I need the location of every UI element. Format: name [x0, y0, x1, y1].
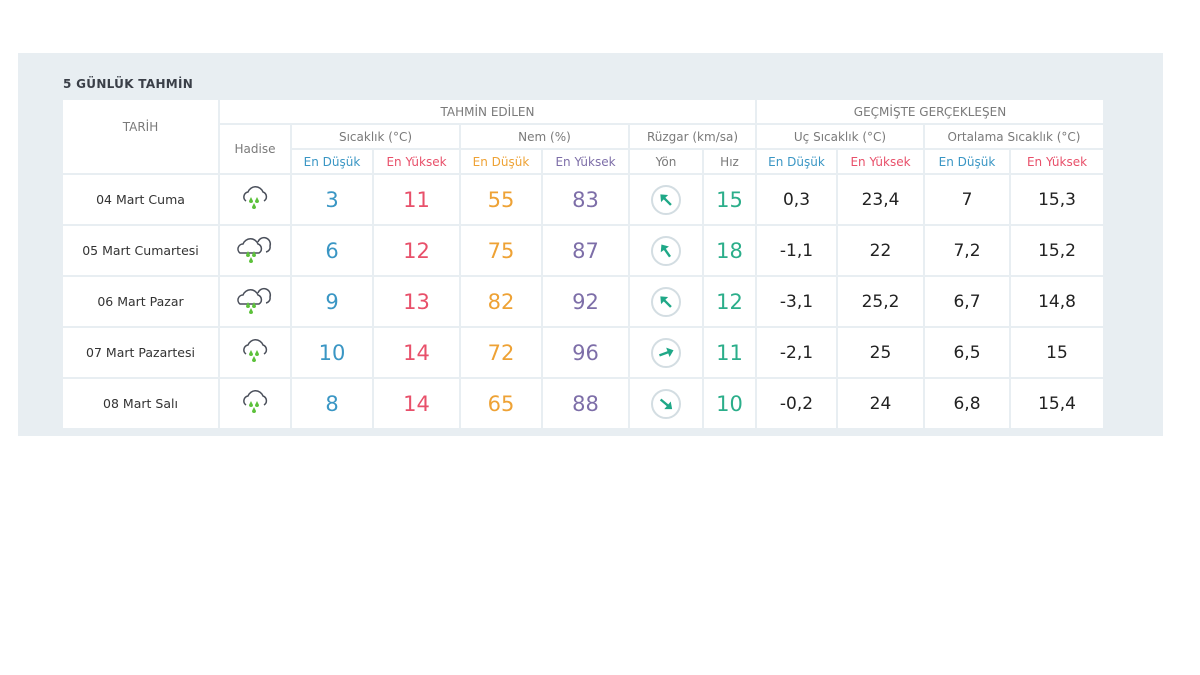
ext-low-cell: 0,3	[757, 175, 836, 224]
temp-low-cell: 10	[292, 328, 372, 377]
ext-high-cell: 23,4	[838, 175, 923, 224]
header-temp-high: En Yüksek	[374, 150, 459, 173]
avg-high-cell: 15,3	[1011, 175, 1103, 224]
ext-high-cell: 25	[838, 328, 923, 377]
wind-speed-cell: 10	[704, 379, 755, 428]
ext-low-cell: -3,1	[757, 277, 836, 326]
wind-direction-icon	[651, 235, 681, 266]
ext-low-cell: -2,1	[757, 328, 836, 377]
weather-cell	[220, 175, 290, 224]
header-hum-low: En Düşük	[461, 150, 541, 173]
header-sicaklik: Sıcaklık (°C)	[292, 125, 459, 148]
temp-high-cell: 14	[374, 379, 459, 428]
wind-dir-cell	[630, 277, 702, 326]
panel-title: 5 GÜNLÜK TAHMİN	[63, 77, 194, 91]
temp-high-cell: 11	[374, 175, 459, 224]
wind-dir-cell	[630, 328, 702, 377]
temp-low-cell: 3	[292, 175, 372, 224]
header-yon: Yön	[630, 150, 702, 173]
wind-direction-icon	[651, 184, 681, 215]
wind-direction-icon	[651, 286, 681, 317]
date-cell: 04 Mart Cuma	[63, 175, 218, 224]
header-ext-high: En Yüksek	[838, 150, 923, 173]
date-cell: 08 Mart Salı	[63, 379, 218, 428]
header-hadise: Hadise	[220, 125, 290, 173]
ext-high-cell: 22	[838, 226, 923, 275]
temp-high-cell: 12	[374, 226, 459, 275]
ext-low-cell: -1,1	[757, 226, 836, 275]
temp-low-cell: 9	[292, 277, 372, 326]
wind-dir-cell	[630, 226, 702, 275]
hum-low-cell: 82	[461, 277, 541, 326]
weather-cell	[220, 226, 290, 275]
header-temp-low: En Düşük	[292, 150, 372, 173]
weather-cell	[220, 328, 290, 377]
hum-low-cell: 72	[461, 328, 541, 377]
avg-low-cell: 6,7	[925, 277, 1009, 326]
forecast-panel: 5 GÜNLÜK TAHMİN TARİH TAHMİN EDİLEN GEÇM…	[18, 53, 1163, 436]
hum-high-cell: 87	[543, 226, 628, 275]
avg-high-cell: 15	[1011, 328, 1103, 377]
hum-high-cell: 92	[543, 277, 628, 326]
hum-high-cell: 88	[543, 379, 628, 428]
header-uc: Uç Sıcaklık (°C)	[757, 125, 923, 148]
table-row: 07 Mart Pazartesi 10 14 72 96 11 -2,1 25…	[63, 328, 1103, 377]
wind-dir-cell	[630, 175, 702, 224]
avg-low-cell: 6,8	[925, 379, 1009, 428]
header-hiz: Hız	[704, 150, 755, 173]
temp-high-cell: 14	[374, 328, 459, 377]
header-nem: Nem (%)	[461, 125, 628, 148]
avg-high-cell: 14,8	[1011, 277, 1103, 326]
date-cell: 05 Mart Cumartesi	[63, 226, 218, 275]
double-cloud-rain-icon	[234, 287, 276, 319]
wind-direction-icon	[651, 388, 681, 419]
rain-cloud-icon	[238, 390, 272, 420]
header-tarih: TARİH	[63, 100, 218, 173]
temp-low-cell: 6	[292, 226, 372, 275]
header-ext-low: En Düşük	[757, 150, 836, 173]
header-avg-low: En Düşük	[925, 150, 1009, 173]
ext-high-cell: 24	[838, 379, 923, 428]
ext-low-cell: -0,2	[757, 379, 836, 428]
weather-cell	[220, 379, 290, 428]
wind-direction-icon	[651, 337, 681, 368]
wind-speed-cell: 18	[704, 226, 755, 275]
date-cell: 07 Mart Pazartesi	[63, 328, 218, 377]
hum-high-cell: 83	[543, 175, 628, 224]
header-hum-high: En Yüksek	[543, 150, 628, 173]
avg-high-cell: 15,4	[1011, 379, 1103, 428]
header-avg-high: En Yüksek	[1011, 150, 1103, 173]
temp-high-cell: 13	[374, 277, 459, 326]
wind-dir-cell	[630, 379, 702, 428]
avg-low-cell: 6,5	[925, 328, 1009, 377]
header-ruzgar: Rüzgar (km/sa)	[630, 125, 755, 148]
wind-speed-cell: 15	[704, 175, 755, 224]
table-row: 08 Mart Salı 8 14 65 88 10 -0,2 24 6,8 1…	[63, 379, 1103, 428]
hum-low-cell: 55	[461, 175, 541, 224]
temp-low-cell: 8	[292, 379, 372, 428]
wind-speed-cell: 11	[704, 328, 755, 377]
header-ortalama: Ortalama Sıcaklık (°C)	[925, 125, 1103, 148]
table-row: 05 Mart Cumartesi 6 12 75 87 18 -1,1 22 …	[63, 226, 1103, 275]
avg-low-cell: 7	[925, 175, 1009, 224]
avg-high-cell: 15,2	[1011, 226, 1103, 275]
header-gecmis: GEÇMİŞTE GERÇEKLEŞEN	[757, 100, 1103, 123]
table-row: 04 Mart Cuma 3 11 55 83 15 0,3 23,4 7 15…	[63, 175, 1103, 224]
rain-cloud-icon	[238, 186, 272, 216]
date-cell: 06 Mart Pazar	[63, 277, 218, 326]
hum-high-cell: 96	[543, 328, 628, 377]
table-row: 06 Mart Pazar 9 13 82 92 12 -3,1 25,2 6,…	[63, 277, 1103, 326]
wind-speed-cell: 12	[704, 277, 755, 326]
double-cloud-rain-icon	[234, 236, 276, 268]
weather-cell	[220, 277, 290, 326]
forecast-table: TARİH TAHMİN EDİLEN GEÇMİŞTE GERÇEKLEŞEN…	[61, 98, 1105, 430]
hum-low-cell: 75	[461, 226, 541, 275]
ext-high-cell: 25,2	[838, 277, 923, 326]
rain-cloud-icon	[238, 339, 272, 369]
hum-low-cell: 65	[461, 379, 541, 428]
header-tahmin: TAHMİN EDİLEN	[220, 100, 755, 123]
avg-low-cell: 7,2	[925, 226, 1009, 275]
